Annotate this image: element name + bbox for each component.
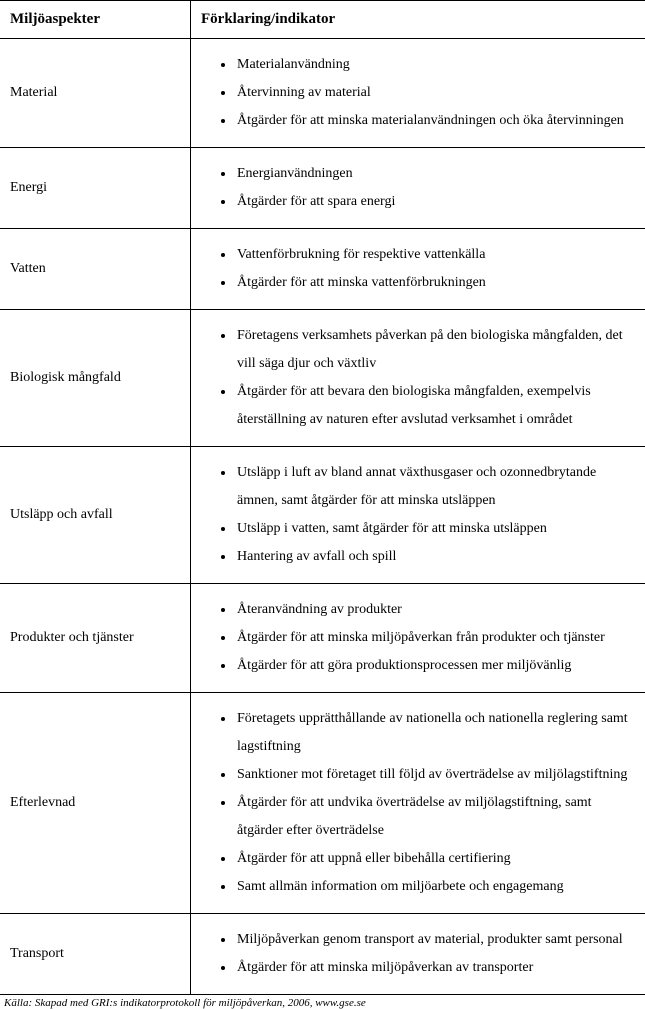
indicator-list: MaterialanvändningÅtervinning av materia… — [201, 51, 639, 135]
indicator-item: Hantering av avfall och spill — [235, 543, 639, 571]
desc-cell: Företagens verksamhets påverkan på den b… — [191, 310, 645, 447]
source-citation: Källa: Skapad med GRI:s indikatorprotoko… — [0, 995, 645, 1009]
indicator-item: Åtgärder för att undvika överträdelse av… — [235, 789, 639, 845]
aspect-cell: Material — [0, 39, 191, 148]
indicator-item: Åtgärder för att bevara den biologiska m… — [235, 378, 639, 434]
indicator-item: Återvinning av material — [235, 79, 639, 107]
header-desc: Förklaring/indikator — [191, 1, 645, 39]
indicator-item: Åtgärder för att spara energi — [235, 188, 639, 216]
indicator-list: Återanvändning av produkterÅtgärder för … — [201, 596, 639, 680]
header-aspect: Miljöaspekter — [0, 1, 191, 39]
indicator-item: Åtgärder för att minska miljöpåverkan av… — [235, 954, 639, 982]
indicator-item: Materialanvändning — [235, 51, 639, 79]
aspect-cell: Vatten — [0, 229, 191, 310]
environmental-aspects-table: Miljöaspekter Förklaring/indikator Mater… — [0, 0, 645, 995]
desc-cell: Återanvändning av produkterÅtgärder för … — [191, 584, 645, 693]
indicator-item: Företagens verksamhets påverkan på den b… — [235, 322, 639, 378]
table-row: Transport Miljöpåverkan genom transport a… — [0, 914, 645, 995]
desc-cell: Företagets upprätthållande av nationella… — [191, 693, 645, 914]
indicator-item: Vattenförbrukning för respektive vattenk… — [235, 241, 639, 269]
table-row: Utsläpp och avfall Utsläpp i luft av blan… — [0, 447, 645, 584]
indicator-item: Åtgärder för att minska miljöpåverkan fr… — [235, 624, 639, 652]
table-row: MaterialMaterialanvändningÅtervinning av… — [0, 39, 645, 148]
desc-cell: EnergianvändningenÅtgärder för att spara… — [191, 148, 645, 229]
desc-cell: MaterialanvändningÅtervinning av materia… — [191, 39, 645, 148]
indicator-item: Utsläpp i luft av bland annat växthusgas… — [235, 459, 639, 515]
table-row: Produkter och tjänsterÅteranvändning av … — [0, 584, 645, 693]
aspect-cell: Efterlevnad — [0, 693, 191, 914]
indicator-item: Åtgärder för att uppnå eller bibehålla c… — [235, 845, 639, 873]
indicator-item: Åtgärder för att minska materialanvändni… — [235, 107, 639, 135]
aspect-cell: Produkter och tjänster — [0, 584, 191, 693]
table-row: Efterlevnad Företagets upprätthållande av… — [0, 693, 645, 914]
indicator-list: Miljöpåverkan genom transport av materia… — [201, 926, 639, 982]
indicator-item: Utsläpp i vatten, samt åtgärder för att … — [235, 515, 639, 543]
aspect-cell: Biologisk mångfald — [0, 310, 191, 447]
indicator-item: Sanktioner mot företaget till följd av ö… — [235, 761, 639, 789]
indicator-item: Energianvändningen — [235, 160, 639, 188]
indicator-list: Utsläpp i luft av bland annat växthusgas… — [201, 459, 639, 571]
table-body: MaterialMaterialanvändningÅtervinning av… — [0, 39, 645, 995]
indicator-list: Vattenförbrukning för respektive vattenk… — [201, 241, 639, 297]
indicator-item: Företagets upprätthållande av nationella… — [235, 705, 639, 761]
indicator-list: Företagets upprätthållande av nationella… — [201, 705, 639, 901]
indicator-item: Samt allmän information om miljöarbete o… — [235, 873, 639, 901]
indicator-item: Åtgärder för att göra produktionsprocess… — [235, 652, 639, 680]
desc-cell: Vattenförbrukning för respektive vattenk… — [191, 229, 645, 310]
aspect-cell: Transport — [0, 914, 191, 995]
indicator-item: Återanvändning av produkter — [235, 596, 639, 624]
aspect-cell: Utsläpp och avfall — [0, 447, 191, 584]
indicator-list: Företagens verksamhets påverkan på den b… — [201, 322, 639, 434]
indicator-item: Åtgärder för att minska vattenförbruknin… — [235, 269, 639, 297]
table-row: EnergiEnergianvändningenÅtgärder för att… — [0, 148, 645, 229]
indicator-list: EnergianvändningenÅtgärder för att spara… — [201, 160, 639, 216]
desc-cell: Miljöpåverkan genom transport av materia… — [191, 914, 645, 995]
table-header-row: Miljöaspekter Förklaring/indikator — [0, 1, 645, 39]
desc-cell: Utsläpp i luft av bland annat växthusgas… — [191, 447, 645, 584]
table-row: Vatten Vattenförbrukning för respektive v… — [0, 229, 645, 310]
aspect-cell: Energi — [0, 148, 191, 229]
table-row: Biologisk mångfald Företagens verksamhets… — [0, 310, 645, 447]
indicator-item: Miljöpåverkan genom transport av materia… — [235, 926, 639, 954]
